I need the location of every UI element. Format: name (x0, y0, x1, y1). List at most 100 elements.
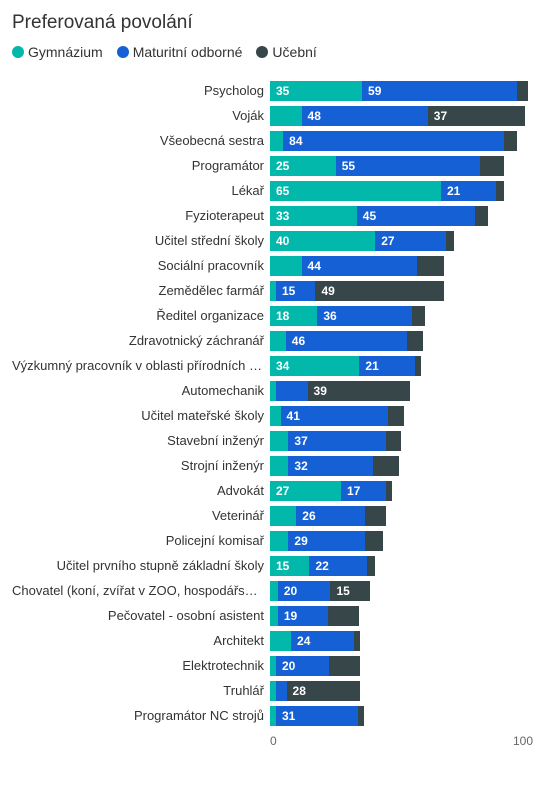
bar-value: 33 (276, 209, 289, 223)
axis-tick-min: 0 (270, 734, 277, 748)
bar-area: 37 (270, 431, 533, 451)
bar-value: 84 (289, 134, 302, 148)
bar-segment-u: 28 (287, 681, 361, 701)
bar-area: 4837 (270, 106, 533, 126)
bar-segment-g (270, 506, 296, 526)
bar-segment-m: 36 (317, 306, 412, 326)
bar-segment-u (358, 706, 364, 726)
bar-value: 25 (276, 159, 289, 173)
bar-value: 27 (276, 484, 289, 498)
bar-value: 19 (284, 609, 297, 623)
bar-segment-g (270, 331, 286, 351)
bar-segment-m: 17 (341, 481, 386, 501)
bar-segment-g: 25 (270, 156, 336, 176)
bar-area: 35 59 (270, 81, 533, 101)
bar-segment-u: 15 (330, 581, 369, 601)
bar-segment-m: 55 (336, 156, 481, 176)
bar-segment-m: 46 (286, 331, 407, 351)
chart-row: Výzkumný pracovník v oblasti přírodních … (12, 353, 533, 378)
row-label: Chovatel (koní, zvířat v ZOO, hospodářsk… (12, 583, 270, 598)
bar-value: 15 (282, 284, 295, 298)
chart-row: Učitel střední školy4027 (12, 228, 533, 253)
chart-row: Truhlář28 (12, 678, 533, 703)
bar-value: 28 (293, 684, 306, 698)
chart-row: Chovatel (koní, zvířat v ZOO, hospodářsk… (12, 578, 533, 603)
row-label: Psycholog (12, 83, 270, 98)
chart-row: Veterinář26 (12, 503, 533, 528)
bar-value: 45 (363, 209, 376, 223)
bar-value: 41 (287, 409, 300, 423)
bar-area: 31 (270, 706, 533, 726)
bar-area: 26 (270, 506, 533, 526)
bar-value: 31 (282, 709, 295, 723)
bar-value: 15 (336, 584, 349, 598)
bar-segment-u: 37 (428, 106, 525, 126)
bar-segment-u (415, 356, 421, 376)
bar-area: 25 55 (270, 156, 533, 176)
bar-segment-m: 32 (288, 456, 372, 476)
chart-row: Automechanik 39 (12, 378, 533, 403)
bar-segment-g: 27 (270, 481, 341, 501)
bar-segment-u (354, 631, 360, 651)
bar-area: 41 (270, 406, 533, 426)
bar-segment-u (365, 531, 383, 551)
bar-segment-u: 39 (308, 381, 411, 401)
bar-segment-u (367, 556, 375, 576)
bar-segment-m: 59 (362, 81, 517, 101)
bar-segment-u (417, 256, 443, 276)
bar-area: 1836 (270, 306, 533, 326)
bar-segment-g (270, 456, 288, 476)
bar-segment-m: 41 (281, 406, 389, 426)
bar-value: 21 (365, 359, 378, 373)
bar-area: 19 (270, 606, 533, 626)
bar-area: 29 (270, 531, 533, 551)
bar-value: 40 (276, 234, 289, 248)
bar-value: 37 (294, 434, 307, 448)
bar-area: 39 (270, 381, 533, 401)
legend-item: Maturitní odborné (117, 44, 243, 60)
bar-area: 32 (270, 456, 533, 476)
bar-segment-u (365, 506, 386, 526)
row-label: Advokát (12, 483, 270, 498)
bar-area: 24 (270, 631, 533, 651)
bar-segment-m: 29 (288, 531, 364, 551)
bar-segment-m: 84 (283, 131, 504, 151)
bar-segment-m (276, 381, 308, 401)
bar-value: 35 (276, 84, 289, 98)
chart-row: Ředitel organizace1836 (12, 303, 533, 328)
bar-area: 1522 (270, 556, 533, 576)
chart-row: Psycholog 35 59 (12, 78, 533, 103)
bar-segment-m: 37 (288, 431, 385, 451)
bar-segment-g (270, 531, 288, 551)
row-label: Voják (12, 108, 270, 123)
row-label: Fyzioterapeut (12, 208, 270, 223)
bar-segment-m (276, 681, 287, 701)
bar-segment-u (388, 406, 404, 426)
bar-value: 49 (321, 284, 334, 298)
row-label: Programátor NC strojů (12, 708, 270, 723)
row-label: Programátor (12, 158, 270, 173)
bar-segment-g (270, 256, 302, 276)
bar-segment-g: 40 (270, 231, 375, 251)
bar-segment-u (328, 606, 360, 626)
chart-row: Fyzioterapeut 33 45 (12, 203, 533, 228)
bar-segment-u (446, 231, 454, 251)
row-label: Automechanik (12, 383, 270, 398)
legend-swatch (256, 46, 268, 58)
bar-area: 20 (270, 656, 533, 676)
chart-row: Učitel mateřské školy 41 (12, 403, 533, 428)
bar-segment-g: 65 (270, 181, 441, 201)
bar-value: 55 (342, 159, 355, 173)
row-label: Učitel mateřské školy (12, 408, 270, 423)
bar-value: 36 (323, 309, 336, 323)
bar-segment-g: 15 (270, 556, 309, 576)
bar-value: 26 (302, 509, 315, 523)
row-label: Architekt (12, 633, 270, 648)
bar-segment-u (386, 481, 392, 501)
bar-segment-m: 45 (357, 206, 475, 226)
bar-chart: Psycholog3559Voják4837Všeobecná sestra84… (12, 78, 533, 728)
row-label: Strojní inženýr (12, 458, 270, 473)
row-label: Policejní komisař (12, 533, 270, 548)
legend-label: Maturitní odborné (133, 44, 243, 60)
bar-segment-m: 19 (278, 606, 328, 626)
